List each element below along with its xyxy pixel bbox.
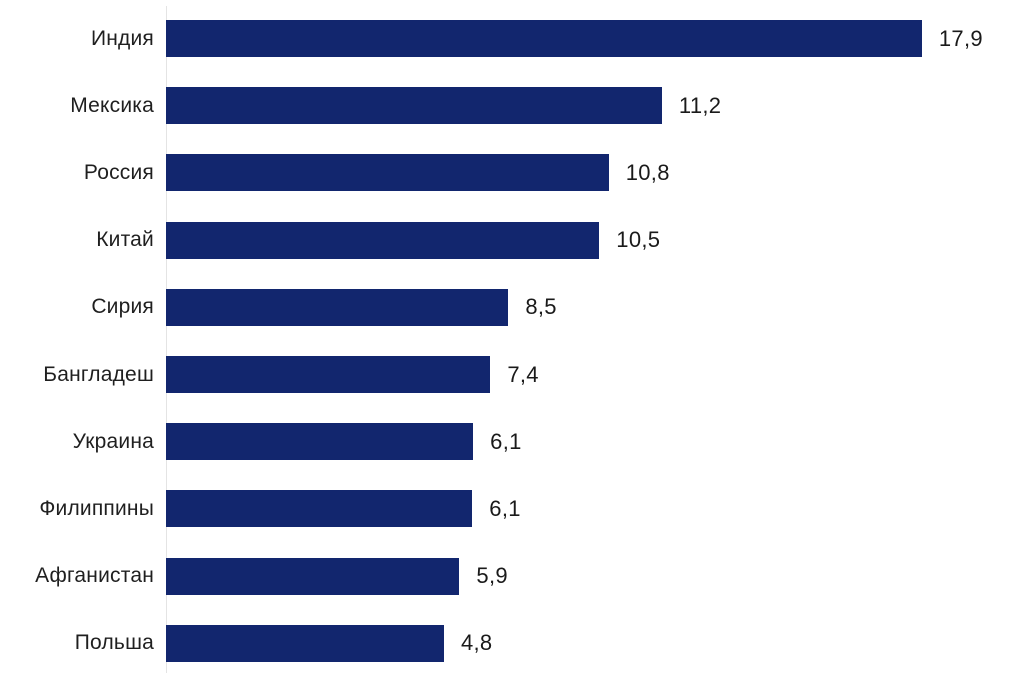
value-label: 5,9 [476, 563, 508, 589]
bar-area: 5,9 [166, 543, 1024, 610]
category-label: Индия [90, 26, 154, 50]
y-axis-line [166, 6, 167, 673]
bar-area: 6,1 [166, 475, 1024, 542]
chart-row: Филиппины 6,1 [0, 475, 1024, 542]
bar [166, 490, 473, 528]
bar [166, 87, 662, 125]
chart-row: Украина 6,1 [0, 408, 1024, 475]
value-label: 4,8 [460, 630, 493, 656]
chart-row: Сирия 8,5 [0, 274, 1024, 341]
chart-row: Китай 10,5 [0, 207, 1024, 274]
category-label: Россия [83, 160, 154, 184]
bar-area: 11,2 [166, 72, 1024, 139]
chart-row: Бангладеш 7,4 [0, 341, 1024, 408]
bar-area: 10,5 [166, 207, 1024, 274]
category-label: Украина [72, 429, 154, 453]
chart-row: Мексика 11,2 [0, 72, 1024, 139]
chart-row: Россия 10,8 [0, 139, 1024, 206]
chart-row: Афганистан 5,9 [0, 543, 1024, 610]
value-label: 10,8 [625, 159, 670, 185]
bar-area: 7,4 [166, 341, 1024, 408]
bar [166, 20, 922, 58]
value-label: 8,5 [525, 294, 557, 320]
bar-area: 17,9 [166, 5, 1024, 72]
bar [166, 423, 474, 461]
bar [166, 557, 460, 595]
bar-area: 6,1 [166, 408, 1024, 475]
category-label: Мексика [70, 93, 154, 117]
value-label: 6,1 [490, 428, 522, 454]
bar [166, 221, 600, 259]
bar [166, 356, 491, 394]
category-label: Польша [74, 631, 154, 655]
value-label: 6,1 [489, 495, 521, 521]
category-label: Сирия [91, 295, 154, 319]
bar-area: 8,5 [166, 274, 1024, 341]
category-label: Филиппины [39, 496, 154, 520]
bar [166, 288, 509, 326]
bar [166, 624, 444, 662]
bar [166, 154, 609, 192]
value-label: 17,9 [938, 25, 983, 51]
chart-row: Индия 17,9 [0, 5, 1024, 72]
chart-row: Польша 4,8 [0, 610, 1024, 677]
bar-area: 10,8 [166, 139, 1024, 206]
category-label: Бангладеш [43, 362, 154, 386]
category-label: Китай [96, 228, 154, 252]
value-label: 10,5 [616, 227, 661, 253]
value-label: 11,2 [678, 92, 722, 118]
chart-rows: Индия 17,9 Мексика 11,2 Россия 10,8 Кита… [0, 5, 1024, 677]
value-label: 7,4 [507, 361, 539, 387]
bar-area: 4,8 [166, 610, 1024, 677]
category-label: Афганистан [35, 564, 154, 588]
